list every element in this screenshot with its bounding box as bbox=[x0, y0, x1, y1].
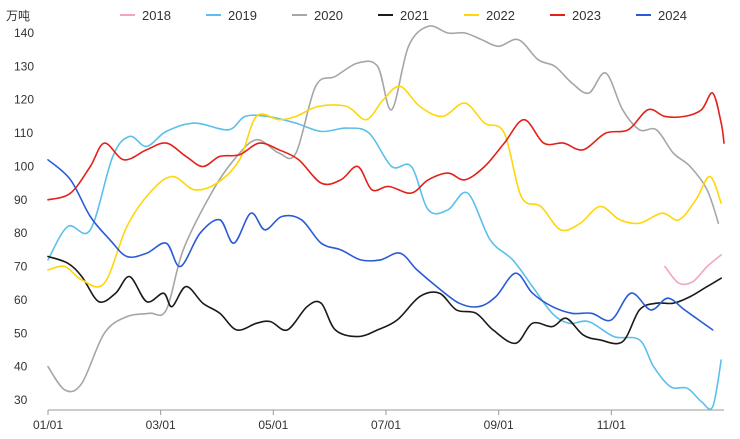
y-tick-label: 100 bbox=[14, 159, 34, 173]
y-tick-label: 80 bbox=[14, 226, 28, 240]
x-axis-ticks: 01/01 03/01 05/01 07/01 09/01 11/01 bbox=[33, 410, 626, 432]
x-tick-label: 05/01 bbox=[258, 418, 288, 432]
y-axis-unit-label: 万吨 bbox=[6, 9, 30, 23]
y-tick-label: 50 bbox=[14, 326, 28, 340]
y-tick-label: 120 bbox=[14, 93, 34, 107]
x-tick-label: 01/01 bbox=[33, 418, 63, 432]
legend-label-2022: 2022 bbox=[486, 8, 515, 23]
series-line-2022 bbox=[47, 85, 722, 288]
y-tick-label: 90 bbox=[14, 193, 28, 207]
legend-label-2018: 2018 bbox=[142, 8, 171, 23]
y-tick-label: 130 bbox=[14, 59, 34, 73]
legend-label-2020: 2020 bbox=[314, 8, 343, 23]
x-tick-label: 07/01 bbox=[371, 418, 401, 432]
y-tick-label: 60 bbox=[14, 293, 28, 307]
series-line-2019 bbox=[47, 114, 722, 411]
y-tick-label: 30 bbox=[14, 393, 28, 407]
y-tick-label: 40 bbox=[14, 360, 28, 374]
series-line-2024 bbox=[47, 159, 714, 331]
x-tick-label: 09/01 bbox=[484, 418, 514, 432]
legend-label-2021: 2021 bbox=[400, 8, 429, 23]
series-line-2023 bbox=[47, 92, 725, 201]
legend-label-2019: 2019 bbox=[228, 8, 257, 23]
y-axis-ticks: 30 40 50 60 70 80 90 100 110 120 130 140 bbox=[14, 26, 34, 407]
series-line-2020 bbox=[47, 25, 720, 393]
series-line-2021 bbox=[47, 255, 722, 345]
legend: 2018 2019 2020 2021 2022 2023 2024 bbox=[120, 8, 687, 23]
series-line-2018 bbox=[664, 254, 722, 286]
series-layer bbox=[47, 25, 725, 411]
x-tick-label: 03/01 bbox=[146, 418, 176, 432]
x-tick-label: 11/01 bbox=[597, 418, 626, 432]
y-tick-label: 140 bbox=[14, 26, 34, 40]
y-tick-label: 110 bbox=[14, 126, 33, 140]
y-tick-label: 70 bbox=[14, 260, 28, 274]
legend-label-2024: 2024 bbox=[658, 8, 687, 23]
legend-label-2023: 2023 bbox=[572, 8, 601, 23]
